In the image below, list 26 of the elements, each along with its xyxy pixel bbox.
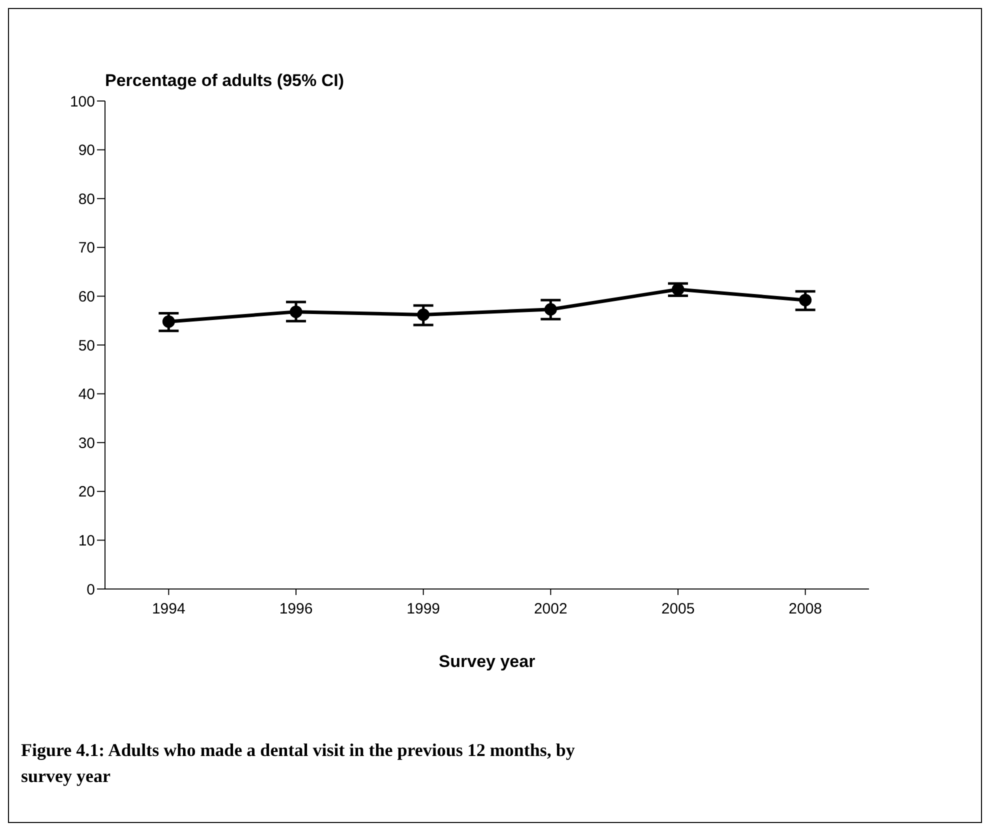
y-tick-label: 40 [78,386,95,404]
point [290,306,302,318]
y-tick-label: 90 [78,142,95,160]
y-tick-label: 30 [78,434,95,452]
x-tick-label: 1994 [152,600,186,618]
point [672,283,684,296]
caption: Figure 4.1: Adults who made a dental visit in the previous 12 months, by survey year [21,739,576,788]
y-tick-label: 20 [78,484,95,501]
x-axis-title: Survey year [438,652,536,671]
x-tick-label: 2002 [534,600,568,618]
chart-title: Percentage of adults (95% CI) [105,71,344,91]
point [417,308,430,321]
x-tick-label: 2005 [661,600,695,618]
point [162,315,175,328]
y-tick-label: 70 [78,240,95,257]
y-tick-label: 100 [70,93,95,110]
y-tick-label: 80 [78,190,95,208]
y-tick-label: 50 [78,337,95,354]
x-tick-label: 1996 [279,600,313,618]
x-tick-label: 1999 [406,600,440,618]
y-tick-label: 10 [78,532,95,550]
point [799,294,812,306]
y-tick-label: 0 [86,581,95,598]
point [544,303,557,316]
x-tick-label: 2008 [788,600,822,618]
y-tick-label: 60 [78,288,95,306]
